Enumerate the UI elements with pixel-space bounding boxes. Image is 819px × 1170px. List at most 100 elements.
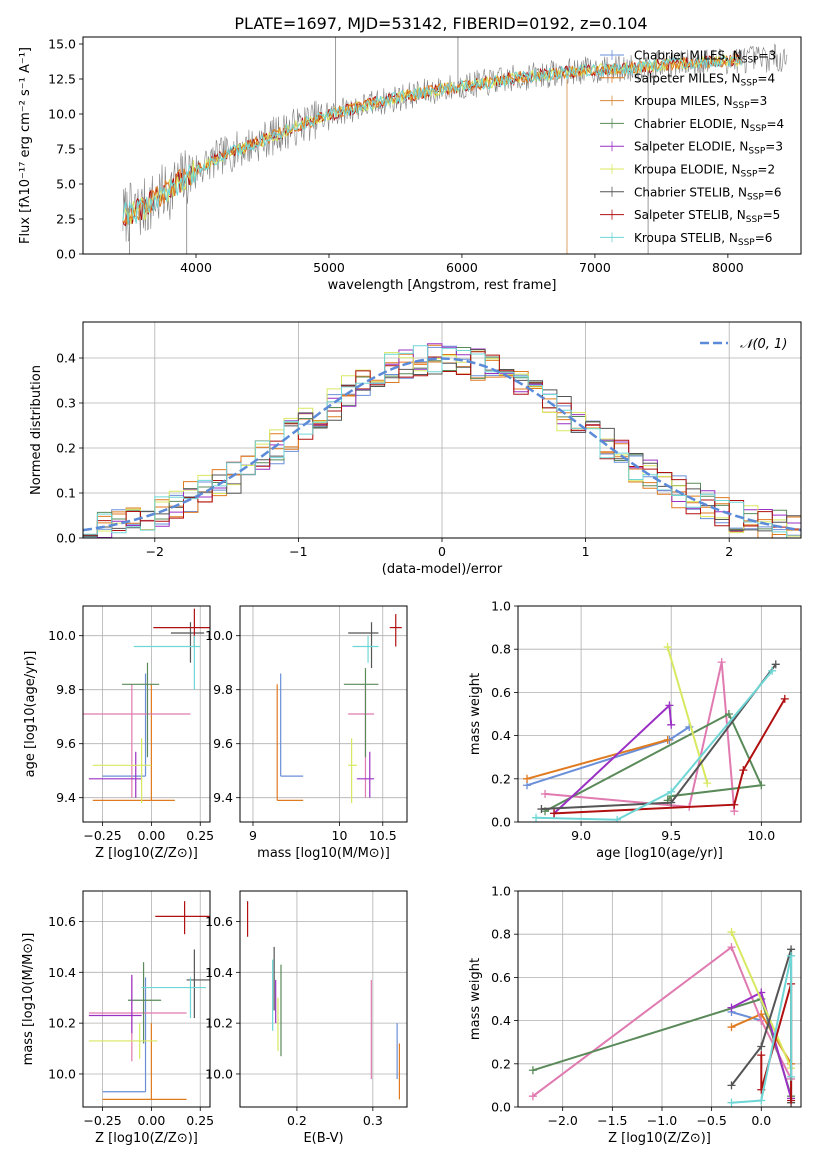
weight-point bbox=[727, 1023, 736, 1032]
x-tick-label: −2 bbox=[146, 544, 164, 559]
weight-point bbox=[780, 694, 789, 703]
weight-point bbox=[663, 643, 672, 652]
weight-line bbox=[535, 670, 773, 821]
y-tick-label: 7.5 bbox=[56, 142, 76, 157]
y-tick-label: 0.2 bbox=[56, 441, 76, 456]
axes-frame bbox=[82, 605, 211, 823]
weight-line bbox=[554, 698, 786, 815]
y-tick-label: 9.6 bbox=[213, 736, 233, 751]
x-tick-label: −0.25 bbox=[83, 828, 121, 843]
weight-point bbox=[771, 660, 780, 669]
weight-point bbox=[727, 928, 736, 937]
x-tick-label: 2 bbox=[725, 544, 733, 559]
x-tick-label: 0.25 bbox=[186, 828, 214, 843]
y-tick-label: 0.8 bbox=[491, 642, 511, 657]
plot-area bbox=[276, 614, 402, 804]
legend-label: 𝒩(0, 1) bbox=[740, 337, 787, 352]
weight-point bbox=[663, 735, 672, 744]
x-tick-label: 4000 bbox=[180, 260, 212, 275]
legend: 𝒩(0, 1) bbox=[700, 337, 787, 352]
weight-line bbox=[553, 703, 673, 815]
weight-point bbox=[787, 1096, 796, 1105]
legend-label: Salpeter MILES, NSSP=4 bbox=[634, 71, 775, 88]
axes-frame bbox=[82, 321, 802, 539]
plot-area bbox=[246, 901, 401, 1100]
y-tick-label: 10.0 bbox=[48, 628, 76, 643]
weight-point bbox=[768, 666, 777, 675]
y-tick-label: 10.0 bbox=[48, 1066, 76, 1081]
legend-label: Kroupa MILES, NSSP=3 bbox=[634, 94, 767, 111]
y-tick-label: 1.0 bbox=[491, 884, 511, 899]
weight-line bbox=[666, 646, 709, 784]
y-tick-label: 0.4 bbox=[491, 728, 511, 743]
legend-label: Salpeter STELIB, NSSP=5 bbox=[634, 208, 780, 225]
axes-frame bbox=[517, 890, 802, 1108]
x-tick-label: 1 bbox=[582, 544, 590, 559]
legend-label: Kroupa ELODIE, NSSP=2 bbox=[634, 163, 775, 180]
y-tick-label: 0.6 bbox=[491, 685, 511, 700]
legend-label: Salpeter ELODIE, NSSP=3 bbox=[634, 140, 783, 157]
axes-frame bbox=[517, 605, 802, 823]
x-tick-label: 10 bbox=[332, 828, 348, 843]
weight-point bbox=[667, 787, 676, 796]
panel-6: −0.25 0.00 0.25 10.0 10.2 10.4 10.6 Z [log10(Z/… bbox=[21, 890, 214, 1146]
panel-5: 9.0 9.5 10.0 0.0 0.2 0.4 0.6 0.8 1.0 age [log10(a… bbox=[468, 599, 802, 861]
weight-point bbox=[787, 1072, 796, 1081]
x-tick-label: −1.0 bbox=[647, 1113, 677, 1128]
axes-frame bbox=[239, 890, 408, 1108]
y-tick-label: 0.4 bbox=[56, 351, 76, 366]
panel-7: 0.2 0.3 10.0 10.2 10.4 10.6 E(B-V) bbox=[205, 890, 408, 1146]
weight-point bbox=[724, 710, 733, 718]
y-tick-label: 9.8 bbox=[213, 682, 233, 697]
y-tick-label: 0.0 bbox=[56, 531, 76, 546]
plot-area bbox=[88, 901, 210, 1100]
x-tick-label: 0.0 bbox=[751, 1113, 771, 1128]
y-tick-label: 0.1 bbox=[56, 486, 76, 501]
weight-point bbox=[757, 1042, 766, 1051]
x-tick-label: −0.25 bbox=[83, 1113, 121, 1128]
y-axis-label: mass weight bbox=[468, 958, 483, 1040]
y-tick-label: 10.0 bbox=[205, 1066, 233, 1081]
y-tick-label: 10.0 bbox=[205, 628, 233, 643]
x-tick-label: −1 bbox=[289, 544, 307, 559]
x-axis-label: age [log10(age/yr)] bbox=[596, 846, 723, 861]
panel-4: 9 10 10.5 9.4 9.6 9.8 10.0 mass [log10(M/M⊙)] bbox=[205, 605, 408, 861]
axes-frame bbox=[82, 36, 802, 255]
weight-point bbox=[727, 1003, 736, 1012]
x-tick-label: −1.5 bbox=[597, 1113, 627, 1128]
y-tick-label: 9.6 bbox=[56, 736, 76, 751]
weight-point bbox=[727, 1081, 736, 1090]
y-tick-label: 15.0 bbox=[48, 37, 76, 52]
weight-point bbox=[528, 1092, 537, 1101]
panel-3: −0.25 0.00 0.25 9.4 9.6 9.8 10.0 Z [log10(Z/Z⊙)… bbox=[23, 605, 214, 861]
x-tick-label: 9.0 bbox=[571, 828, 591, 843]
x-tick-label: 10.5 bbox=[369, 828, 397, 843]
y-tick-label: 0.3 bbox=[56, 396, 76, 411]
y-tick-label: 0.0 bbox=[491, 1100, 511, 1115]
legend-label: Chabrier ELODIE, NSSP=4 bbox=[634, 117, 784, 134]
axes-frame bbox=[82, 890, 211, 1108]
y-tick-label: 9.8 bbox=[56, 682, 76, 697]
weight-point bbox=[528, 1066, 537, 1075]
normal-reference-curve bbox=[83, 357, 801, 532]
y-tick-label: 12.5 bbox=[48, 72, 76, 87]
panel-8: −2.0 −1.5 −1.0 −0.5 0.0 0.0 0.2 0.4 0.6 0.8 1.0 Z [… bbox=[468, 884, 802, 1146]
histogram-step bbox=[83, 343, 801, 538]
plot-area bbox=[528, 928, 796, 1107]
weight-point bbox=[667, 720, 676, 729]
legend-label: Kroupa STELIB, NSSP=6 bbox=[634, 231, 772, 248]
x-axis-label: Z [log10(Z/Z⊙)] bbox=[95, 1131, 198, 1146]
y-tick-label: 9.4 bbox=[56, 790, 76, 805]
plot-area bbox=[83, 343, 801, 538]
figure-title: PLATE=1697, MJD=53142, FIBERID=0192, z=0… bbox=[234, 14, 647, 33]
x-tick-label: 9.5 bbox=[661, 828, 681, 843]
x-axis-label: wavelength [Angstrom, rest frame] bbox=[328, 278, 557, 293]
panels: 4000 5000 6000 7000 80000.02.55.07.510.012.5… bbox=[18, 36, 802, 1146]
x-tick-label: 10.0 bbox=[747, 828, 775, 843]
x-tick-label: 9 bbox=[249, 828, 257, 843]
x-tick-label: 0.2 bbox=[287, 1113, 307, 1128]
panel-2: −2 −1 0 1 2 0.0 0.1 0.2 0.3 0.4 (data-model)/error… bbox=[29, 321, 802, 577]
weight-point bbox=[665, 701, 674, 710]
y-axis-label: mass [log10(M/M⊙)] bbox=[21, 933, 36, 1066]
